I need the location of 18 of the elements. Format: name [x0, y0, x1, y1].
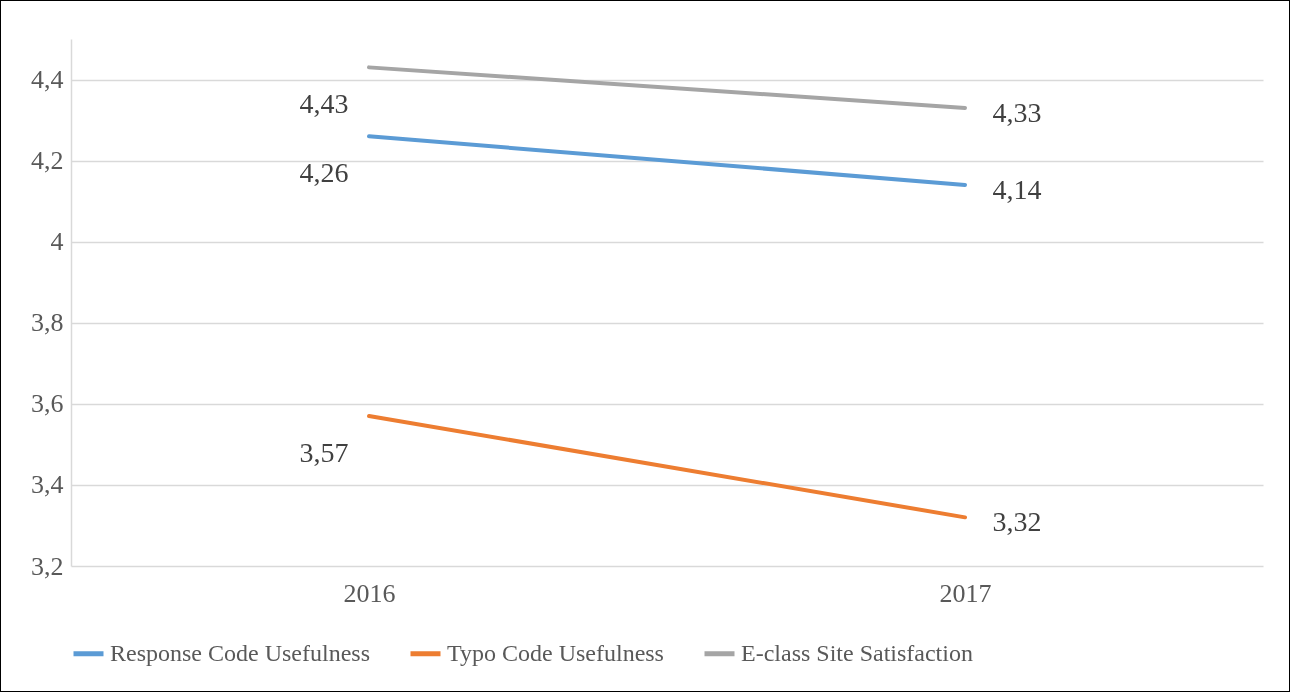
y-tick-label: 3,6	[31, 389, 64, 419]
x-tick-label: 2017	[939, 578, 992, 608]
data-label: 4,33	[992, 96, 1042, 128]
y-tick-label: 4	[50, 227, 64, 257]
data-label: 4,26	[299, 157, 349, 189]
y-tick-label: 3,4	[31, 470, 64, 500]
y-tick-label: 4,4	[31, 65, 64, 95]
legend-label: Response Code Usefulness	[110, 639, 370, 666]
legend-label: E-class Site Satisfaction	[741, 639, 973, 666]
y-tick-label: 3,2	[31, 551, 64, 581]
data-label: 4,43	[299, 88, 349, 120]
y-tick-label: 4,2	[31, 146, 64, 176]
x-tick-label: 2016	[343, 578, 396, 608]
data-label: 3,32	[992, 506, 1042, 538]
data-label: 4,14	[992, 173, 1042, 205]
data-label: 3,57	[299, 437, 349, 469]
legend-label: Typo Code Usefulness	[447, 639, 664, 666]
y-tick-label: 3,8	[31, 308, 64, 338]
